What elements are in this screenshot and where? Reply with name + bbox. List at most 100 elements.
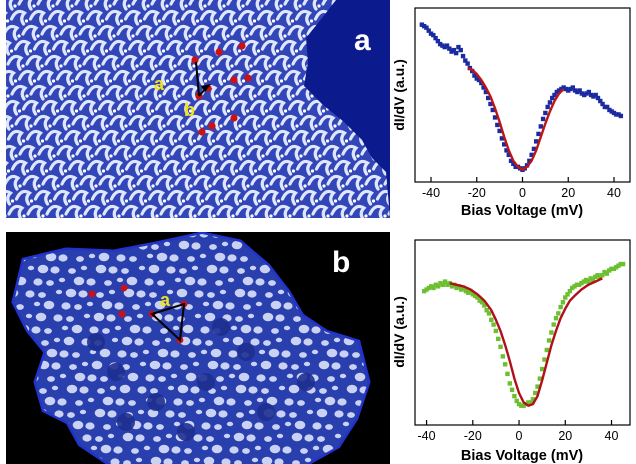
lattice-feature [337, 189, 356, 206]
lattice-bright-spot [203, 4, 207, 8]
lattice-feature [171, 446, 181, 454]
lattice-feature [218, 9, 237, 26]
lattice-feature [314, 159, 333, 176]
lattice-feature [154, 99, 173, 116]
lattice-feature [256, 9, 275, 26]
data-point [577, 88, 582, 93]
lattice-bright-spot [223, 154, 227, 158]
data-point [616, 112, 621, 117]
lattice-feature [66, 316, 74, 322]
lattice-feature [227, 144, 245, 161]
lattice-bright-spot [227, 184, 231, 188]
lattice-feature [37, 144, 55, 161]
lattice-bright-spot [18, 184, 22, 188]
lattice-bright-spot [55, 34, 59, 38]
lattice-bright-spot [245, 109, 250, 113]
lattice-feature [100, 376, 108, 382]
data-point [511, 161, 516, 167]
lattice-feature [215, 280, 223, 286]
lattice-bright-spot [21, 64, 25, 68]
lattice-feature [311, 349, 319, 355]
lattice-bright-spot [279, 4, 283, 8]
lattice-feature [173, 99, 192, 116]
lattice-feature [61, 302, 71, 310]
lattice-bright-spot [192, 139, 197, 143]
lattice-feature [138, 265, 146, 271]
lattice-feature [47, 9, 66, 26]
lattice-feature [246, 434, 256, 442]
lattice-bright-spot [199, 49, 204, 53]
data-point [597, 274, 603, 280]
lattice-feature [272, 129, 291, 146]
lattice-feature [108, 39, 127, 56]
lattice-feature [286, 373, 294, 379]
lattice-feature [53, 314, 63, 322]
lattice-bright-spot [309, 19, 314, 23]
lattice-bright-spot [188, 34, 192, 38]
data-point [491, 322, 496, 327]
lattice-feature [131, 0, 149, 11]
lattice-feature [44, 129, 63, 146]
lattice-feature [109, 385, 117, 391]
lattice-bright-spot [6, 19, 10, 23]
lattice-feature [40, 99, 59, 116]
lattice-feature [169, 254, 179, 262]
lattice-bright-spot [214, 19, 219, 23]
lattice-bright-spot [165, 4, 169, 8]
lattice-feature [219, 159, 238, 176]
lattice-feature [88, 253, 96, 259]
lattice-bright-spot [295, 124, 299, 128]
lattice-feature [173, 421, 181, 427]
data-point [449, 49, 454, 54]
lattice-bright-spot [135, 139, 140, 143]
lattice-bright-spot [170, 184, 174, 188]
lattice-feature [249, 24, 267, 41]
lattice-feature [352, 352, 360, 358]
lattice-feature [249, 99, 268, 116]
lattice-feature [352, 159, 371, 176]
lattice-bright-spot [326, 214, 330, 218]
lattice-feature [75, 144, 93, 161]
lattice-feature [127, 372, 139, 382]
lattice-bright-spot [268, 139, 273, 143]
lattice-feature [227, 277, 235, 283]
lattice-feature [137, 409, 145, 415]
lattice-bright-spot [318, 154, 322, 158]
lattice-feature [195, 409, 203, 415]
lattice-feature [109, 189, 128, 206]
lattice-feature [292, 460, 300, 464]
lattice-feature [149, 360, 161, 370]
lattice-feature [189, 144, 207, 161]
lattice-feature [237, 268, 245, 274]
lattice-feature [318, 189, 337, 206]
lattice-feature [156, 252, 168, 262]
lattice-bright-spot [101, 169, 106, 173]
lattice-feature [139, 129, 158, 146]
lattice-feature [288, 174, 306, 191]
lattice-feature [147, 114, 165, 131]
lattice-bright-spot [135, 64, 139, 68]
lattice-bright-spot [79, 214, 83, 218]
lattice-feature [283, 69, 302, 86]
lattice-feature [79, 386, 89, 394]
lattice-feature [162, 84, 180, 101]
lattice-bright-spot [120, 94, 124, 98]
lattice-bright-spot [67, 199, 72, 203]
lattice-feature [6, 144, 17, 161]
data-point [560, 300, 566, 305]
lattice-feature [329, 129, 348, 146]
lattice-feature [14, 189, 33, 206]
lattice-feature [211, 444, 223, 454]
lattice-feature [242, 448, 250, 454]
lattice-feature [263, 340, 271, 346]
lattice-feature [188, 69, 207, 86]
lattice-feature [116, 24, 134, 41]
data-point [533, 390, 538, 396]
data-point [499, 136, 505, 141]
lattice-feature [206, 436, 214, 442]
lattice-feature [269, 174, 287, 191]
lattice-feature [282, 446, 292, 454]
lattice-feature [86, 278, 96, 286]
lattice-feature [314, 397, 322, 403]
lattice-vacancy [257, 403, 275, 421]
